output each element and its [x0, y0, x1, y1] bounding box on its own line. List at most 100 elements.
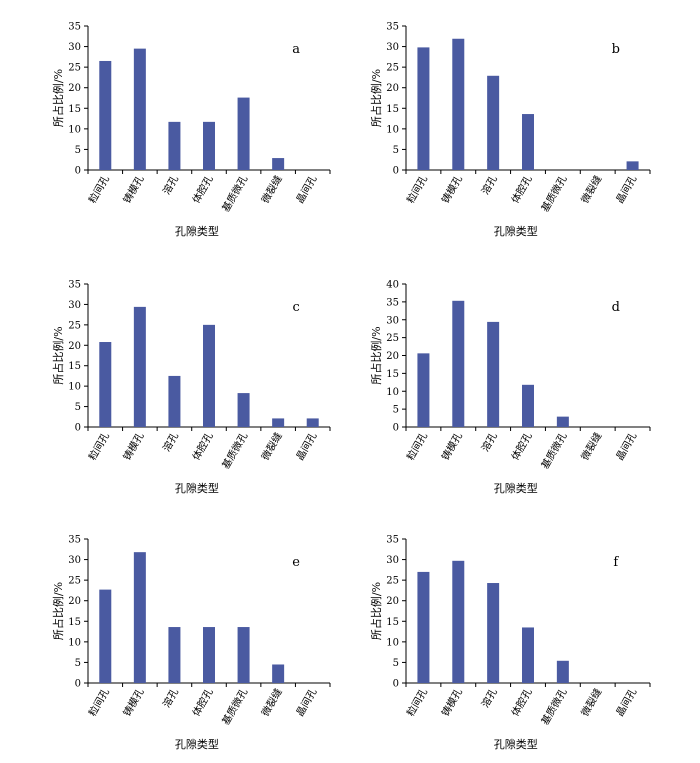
x-tick-label: 体腔孔 [508, 430, 534, 462]
y-tick-label: 20 [386, 596, 399, 607]
panel-letter: c [292, 300, 299, 315]
x-tick-label: 粒间孔 [404, 430, 430, 462]
y-tick-label: 0 [75, 423, 81, 434]
x-tick-label: 粒间孔 [404, 173, 430, 205]
x-axis-title: 孔隙类型 [175, 737, 219, 751]
panel-letter: d [612, 300, 620, 315]
x-tick-label: 粒间孔 [404, 686, 430, 718]
y-tick-label: 0 [393, 423, 399, 434]
y-tick-label: 15 [386, 104, 399, 115]
y-tick-label: 5 [393, 145, 399, 156]
bar-a-3 [203, 121, 215, 170]
y-tick-label: 5 [75, 658, 81, 669]
x-tick-label: 晶间孔 [293, 686, 319, 718]
y-tick-label: 10 [386, 124, 399, 135]
x-tick-label: 体腔孔 [508, 686, 534, 718]
bar-c-2 [168, 375, 181, 427]
y-tick-label: 20 [68, 341, 81, 352]
x-tick-label: 溶孔 [478, 173, 499, 197]
x-tick-label: 晶间孔 [613, 686, 639, 718]
bar-e-0 [99, 589, 112, 683]
x-tick-label: 基质微孔 [538, 430, 569, 471]
bar-b-1 [452, 38, 465, 170]
y-tick-label: 35 [68, 22, 81, 33]
y-tick-label: 25 [386, 333, 399, 344]
y-tick-label: 30 [386, 42, 399, 53]
panel-letter: b [612, 42, 620, 57]
bar-b-3 [522, 114, 534, 170]
bar-b-0 [417, 47, 430, 170]
x-axis-title: 孔隙类型 [494, 224, 538, 238]
bar-f-2 [487, 583, 500, 683]
y-tick-label: 40 [386, 280, 399, 291]
x-tick-label: 微裂缝 [258, 686, 284, 718]
y-tick-label: 5 [393, 658, 399, 669]
y-tick-label: 35 [386, 22, 399, 33]
y-axis-title: 所占比例/% [51, 326, 65, 384]
y-tick-label: 5 [75, 145, 81, 156]
y-axis-title: 所占比例/% [369, 69, 383, 127]
bar-f-0 [417, 571, 430, 683]
x-tick-label: 体腔孔 [189, 686, 215, 718]
bar-e-2 [168, 627, 181, 683]
y-tick-label: 10 [386, 637, 399, 648]
y-tick-label: 25 [68, 320, 81, 331]
x-axis-title: 孔隙类型 [494, 737, 538, 751]
x-tick-label: 溶孔 [160, 686, 181, 710]
y-axis-title: 所占比例/% [369, 582, 383, 640]
x-tick-label: 体腔孔 [508, 173, 534, 205]
y-tick-label: 30 [68, 555, 81, 566]
bar-c-1 [133, 306, 146, 427]
x-tick-label: 基质微孔 [538, 173, 569, 214]
x-tick-label: 铸模孔 [120, 686, 146, 718]
y-tick-label: 10 [68, 637, 81, 648]
x-axis-title: 孔隙类型 [494, 481, 538, 495]
bar-c-6 [306, 418, 319, 427]
bar-e-5 [272, 664, 285, 683]
y-tick-label: 15 [68, 104, 81, 115]
bar-e-4 [237, 627, 250, 683]
y-tick-label: 15 [386, 617, 399, 628]
panel-letter: a [292, 42, 300, 57]
bar-d-2 [487, 321, 500, 427]
x-tick-label: 晶间孔 [293, 173, 319, 205]
y-tick-label: 10 [386, 387, 399, 398]
y-tick-label: 5 [393, 405, 399, 416]
bar-c-4 [237, 393, 250, 427]
x-tick-label: 铸模孔 [439, 430, 465, 462]
y-tick-label: 20 [68, 83, 81, 94]
x-tick-label: 溶孔 [478, 430, 499, 454]
x-tick-label: 溶孔 [478, 686, 499, 710]
y-tick-label: 35 [68, 535, 81, 546]
y-tick-label: 35 [386, 535, 399, 546]
x-tick-label: 微裂缝 [578, 173, 604, 205]
bar-b-6 [626, 161, 639, 170]
bar-a-0 [99, 60, 112, 170]
y-tick-label: 5 [75, 402, 81, 413]
bar-e-1 [133, 552, 146, 683]
chart-panel-a: 0 5 10 15 20 25 30 35 粒间孔 铸模孔 溶孔 体腔孔 基质微孔 微裂缝 晶间孔 所占比例/… [51, 22, 331, 238]
y-tick-label: 15 [386, 369, 399, 380]
x-tick-label: 晶间孔 [613, 173, 639, 205]
x-tick-label: 溶孔 [160, 430, 181, 454]
y-tick-label: 35 [68, 280, 81, 291]
y-tick-label: 30 [386, 555, 399, 566]
x-tick-label: 体腔孔 [189, 430, 215, 462]
y-tick-label: 20 [386, 351, 399, 362]
bar-d-3 [522, 384, 534, 427]
panel-letter: f [613, 555, 619, 570]
x-axis-title: 孔隙类型 [175, 224, 219, 238]
y-axis-title: 所占比例/% [51, 69, 65, 127]
x-tick-label: 基质微孔 [219, 173, 250, 214]
y-axis-title: 所占比例/% [51, 582, 65, 640]
y-tick-label: 30 [386, 315, 399, 326]
y-tick-label: 30 [68, 300, 81, 311]
y-tick-label: 25 [386, 576, 399, 587]
x-tick-label: 微裂缝 [258, 173, 284, 205]
bar-a-5 [272, 158, 285, 170]
x-axis-title: 孔隙类型 [175, 481, 219, 495]
x-tick-label: 铸模孔 [120, 430, 146, 462]
y-tick-label: 10 [68, 382, 81, 393]
bar-a-2 [168, 121, 181, 170]
